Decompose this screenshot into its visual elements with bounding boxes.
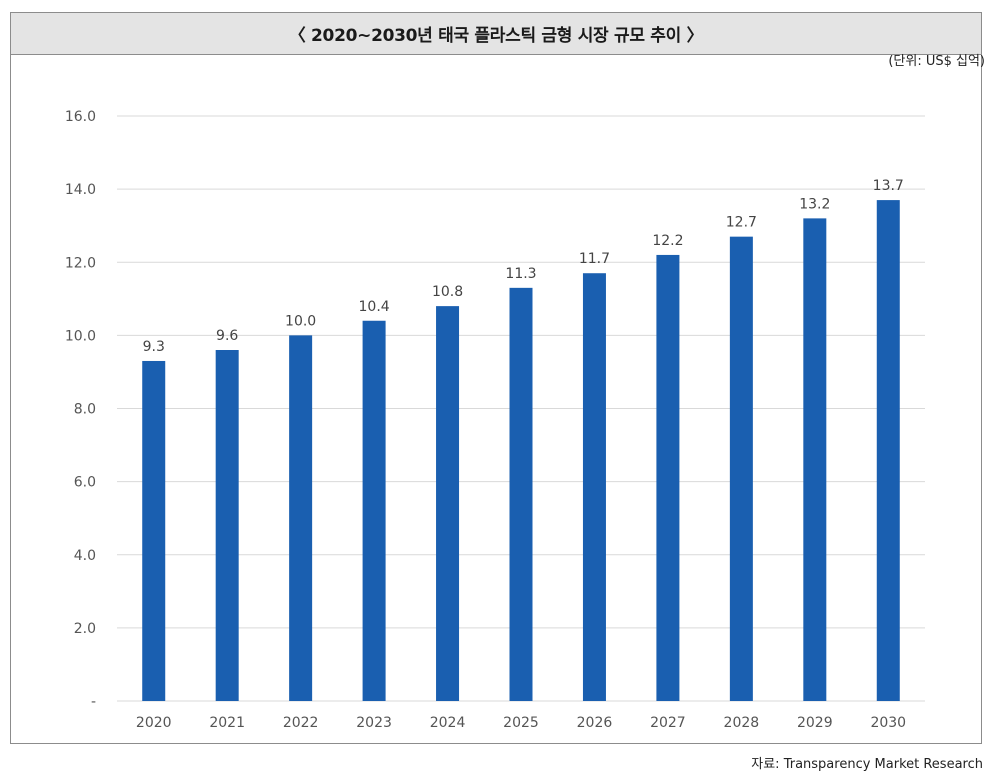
x-tick-label: 2028: [724, 715, 760, 731]
data-label: 12.2: [652, 233, 683, 249]
data-label: 13.2: [799, 196, 830, 212]
x-tick-label: 2029: [797, 715, 833, 731]
x-tick-label: 2021: [209, 715, 245, 731]
bar-2021: [215, 350, 239, 701]
y-tick-label: 6.0: [74, 475, 96, 491]
y-tick-label: 12.0: [65, 255, 96, 271]
data-label: 11.7: [579, 251, 610, 267]
bar-2026: [582, 273, 606, 701]
x-axis-ticks: 2020 2021 2022 2023 2024 2025 2026 2027 2028 2029…: [136, 715, 906, 731]
y-tick-label: 4.0: [74, 548, 96, 564]
bar-2023: [362, 320, 386, 701]
data-label: 10.4: [359, 299, 390, 315]
source-note: 자료: Transparency Market Research: [751, 757, 983, 772]
data-label: 11.3: [505, 266, 536, 282]
x-tick-label: 2025: [503, 715, 539, 731]
y-tick-label: 16.0: [65, 109, 96, 125]
bar-2028: [729, 236, 753, 701]
bar-2029: [803, 218, 827, 701]
y-tick-label: 14.0: [65, 182, 96, 198]
data-label: 10.0: [285, 313, 316, 329]
y-tick-label: 2.0: [74, 621, 96, 637]
x-tick-label: 2023: [356, 715, 392, 731]
unit-note: (단위: US$ 십억): [888, 54, 985, 69]
x-tick-label: 2022: [283, 715, 319, 731]
bar-2020: [142, 360, 166, 701]
bar-2024: [436, 306, 460, 701]
data-labels: 9.3 9.6 10.0 10.4 10.8 11.3 11.7 12.2 12.7 13.2 13…: [143, 178, 904, 355]
y-tick-label: 10.0: [65, 328, 96, 344]
x-tick-label: 2024: [430, 715, 466, 731]
bar-2030: [876, 200, 900, 701]
bar-2025: [509, 287, 533, 701]
data-label: 10.8: [432, 284, 463, 300]
data-label: 12.7: [726, 215, 757, 231]
x-tick-label: 2026: [577, 715, 613, 731]
y-tick-label: -: [91, 694, 96, 710]
y-axis-ticks: - 2.0 4.0 6.0 8.0 10.0 12.0 14.0 16.0: [65, 109, 96, 710]
y-tick-label: 8.0: [74, 402, 96, 418]
x-tick-label: 2030: [870, 715, 906, 731]
data-label: 13.7: [873, 178, 904, 194]
chart-title: 〈 2020~2030년 태국 플라스틱 금형 시장 규모 추이 〉: [11, 13, 981, 55]
data-label: 9.6: [216, 328, 238, 344]
x-tick-label: 2020: [136, 715, 172, 731]
data-label: 9.3: [143, 339, 165, 355]
x-tick-label: 2027: [650, 715, 686, 731]
bar-2027: [656, 254, 680, 701]
bars: [142, 200, 900, 701]
bar-2022: [289, 335, 313, 701]
